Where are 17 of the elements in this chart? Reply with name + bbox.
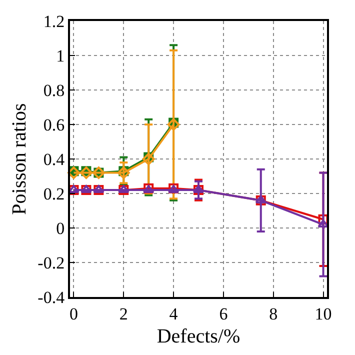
y-tick-label: 1.2 bbox=[43, 12, 65, 31]
y-tick-label: 0.2 bbox=[43, 184, 65, 204]
y-tick-label: -0.2 bbox=[38, 253, 65, 272]
x-tick-label: 8 bbox=[269, 304, 278, 324]
y-axis-title: Poisson ratios bbox=[8, 102, 31, 215]
y-tick-label: 1 bbox=[56, 46, 65, 66]
x-axis-title: Defects/% bbox=[156, 325, 240, 348]
x-tick-label: 2 bbox=[119, 304, 128, 324]
y-tick-label: -0.4 bbox=[38, 288, 66, 307]
x-tick-label: 10 bbox=[314, 304, 332, 324]
x-tick-label: 0 bbox=[69, 304, 78, 324]
y-tick-label: 0.8 bbox=[43, 80, 65, 100]
y-tick-label: 0.4 bbox=[43, 150, 66, 169]
x-tick-label: 4 bbox=[169, 304, 178, 324]
y-tick-label: 0 bbox=[56, 218, 65, 238]
y-tick-label: 0.6 bbox=[43, 115, 65, 134]
x-tick-label: 6 bbox=[219, 304, 228, 324]
